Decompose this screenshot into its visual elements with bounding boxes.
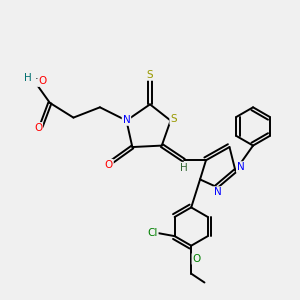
Text: O: O bbox=[192, 254, 201, 264]
Text: N: N bbox=[237, 162, 244, 172]
Text: O: O bbox=[34, 123, 42, 133]
Text: H: H bbox=[24, 73, 32, 83]
Text: N: N bbox=[123, 115, 130, 125]
Text: O: O bbox=[105, 160, 113, 170]
Text: S: S bbox=[147, 70, 153, 80]
Text: S: S bbox=[170, 114, 177, 124]
Text: H: H bbox=[180, 163, 188, 173]
Text: Cl: Cl bbox=[147, 228, 158, 238]
Text: ·: · bbox=[34, 73, 39, 86]
Text: N: N bbox=[214, 187, 222, 197]
Text: O: O bbox=[38, 76, 47, 86]
